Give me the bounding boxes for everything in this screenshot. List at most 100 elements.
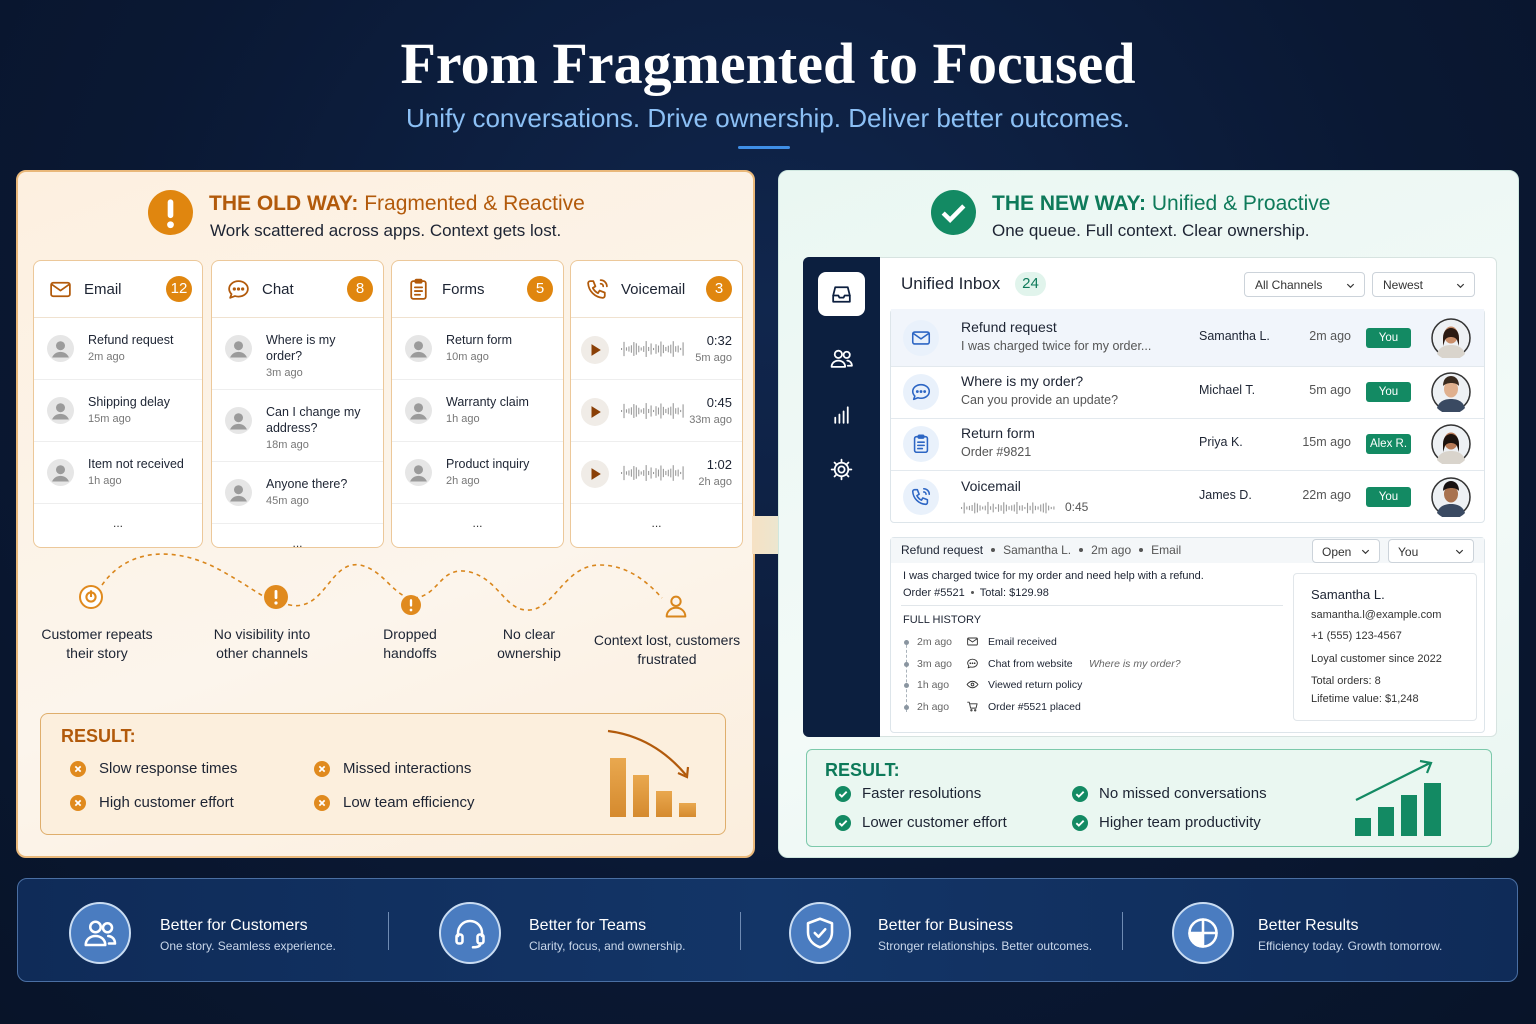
chevron [1454, 546, 1465, 557]
sidebar-icon [829, 346, 854, 371]
detail-header [891, 538, 1484, 563]
benefit-divider [388, 912, 389, 950]
alert-svg [264, 585, 288, 609]
benefit-description: One story. Seamless experience. [160, 939, 336, 953]
pain-point: No clear ownership [497, 626, 561, 661]
history-event: Order #5521 placed [988, 700, 1081, 713]
history-event: Viewed return policy [988, 679, 1083, 691]
pain-icon [662, 592, 690, 620]
avatar-svg [405, 397, 432, 424]
channel-name: Voicemail [621, 281, 686, 298]
conversation-time: 5m ago [1309, 383, 1351, 397]
result-item: High customer effort [99, 794, 234, 811]
result-item: Lower customer effort [862, 814, 1007, 831]
avatar-svg [225, 335, 252, 362]
pain-icon-svg [665, 595, 687, 618]
channel-count: 8 [347, 276, 373, 302]
item-time: 2h ago [446, 475, 480, 487]
sidebar-icon [829, 282, 854, 307]
avatar-svg [47, 459, 74, 486]
item-time: 3m ago [266, 367, 303, 379]
x-icon [314, 795, 330, 811]
sidebar-icon-svg [832, 286, 851, 303]
pain-point: Context lost, customers frustrated [593, 632, 741, 667]
history-dot [904, 661, 909, 667]
alert-icon [148, 190, 193, 235]
history-icon-svg [967, 701, 978, 711]
dropdown-label: Open [1322, 545, 1352, 559]
channel-icon-svg [587, 279, 608, 299]
benefit-description: Stronger relationships. Better outcomes. [878, 939, 1093, 953]
item-time: 45m ago [266, 495, 309, 507]
chevron-svg [1361, 549, 1370, 555]
waveform [621, 340, 685, 358]
old-label: THE OLD WAY: [209, 192, 359, 215]
channel-item: Can I change my address? 18m ago [212, 390, 383, 462]
owner-badge: Alex R. [1366, 434, 1411, 454]
conversation-customer: James D. [1199, 487, 1252, 502]
order-total: Total: $129.98 [979, 587, 1049, 599]
old-description: Work scattered across apps. Context gets… [210, 221, 562, 240]
pain-curve-svg [101, 553, 663, 611]
channel-count: 5 [527, 276, 553, 302]
separator-dot [1079, 547, 1084, 552]
avatar-placeholder [405, 335, 432, 362]
avatar-placeholder [47, 397, 74, 424]
channel-item: Warranty claim 1h ago [392, 380, 563, 442]
check-mark [835, 815, 851, 831]
detail-panel [890, 537, 1485, 733]
conversation-customer: Samantha L. [1199, 328, 1270, 343]
benefit-icon [82, 915, 118, 951]
history-icon-svg [967, 637, 978, 646]
history-icon [966, 635, 979, 648]
detail-time: 2m ago [1091, 543, 1132, 557]
channel-icon-svg [228, 280, 249, 299]
x-svg [314, 795, 330, 811]
benefits-bar [17, 878, 1518, 982]
channel-icon-svg [911, 383, 931, 401]
avatar-svg [1431, 476, 1471, 517]
play-button [581, 460, 609, 488]
filter-dropdown: All Channels [1244, 272, 1365, 297]
sidebar-icon-svg [830, 349, 853, 368]
conversation-preview: Can you provide an update? [961, 393, 1119, 407]
result-item: Faster resolutions [862, 785, 982, 802]
play-icon [591, 406, 601, 418]
check-svg [835, 786, 851, 802]
more-items: ... [292, 536, 303, 548]
channel-icon [226, 277, 251, 302]
benefit-icon-svg [84, 920, 117, 947]
item-time: 18m ago [266, 439, 309, 451]
avatar-placeholder [225, 335, 252, 362]
history-time: 2m ago [917, 636, 953, 648]
result-item: No missed conversations [1099, 785, 1267, 802]
channel-name: Email [84, 281, 122, 298]
conversation-time: 2m ago [1309, 328, 1351, 343]
result-label: RESULT: [61, 726, 136, 746]
chevron [1455, 280, 1466, 291]
avatar-placeholder [47, 335, 74, 362]
benefit-icon-svg [455, 919, 485, 949]
profile-since: Loyal customer since 2022 [1311, 653, 1442, 665]
item-time: 1h ago [446, 413, 480, 425]
check-svg [931, 190, 976, 235]
channel-item: Product inquiry 2h ago [392, 442, 563, 504]
history-icon [966, 678, 979, 691]
voicemail-duration: 1:02 [706, 457, 732, 472]
history-icon [966, 657, 979, 670]
waveform [621, 403, 684, 419]
title-underline [738, 146, 790, 149]
item-title: Can I change my address? [266, 405, 361, 435]
order-number: Order #5521 [903, 587, 965, 599]
channel-icon-circle [903, 478, 939, 515]
detail-dropdown: Open [1312, 539, 1380, 563]
benefit-description: Efficiency today. Growth tomorrow. [1258, 939, 1443, 953]
channel-item: Where is my order? 3m ago [212, 318, 383, 390]
channel-icon [910, 433, 932, 455]
x-icon [70, 761, 86, 777]
avatar-placeholder [47, 459, 74, 486]
check-svg [1072, 786, 1088, 802]
avatar-svg [225, 479, 252, 506]
filter-label: All Channels [1255, 278, 1323, 292]
channel-icon [910, 327, 932, 349]
